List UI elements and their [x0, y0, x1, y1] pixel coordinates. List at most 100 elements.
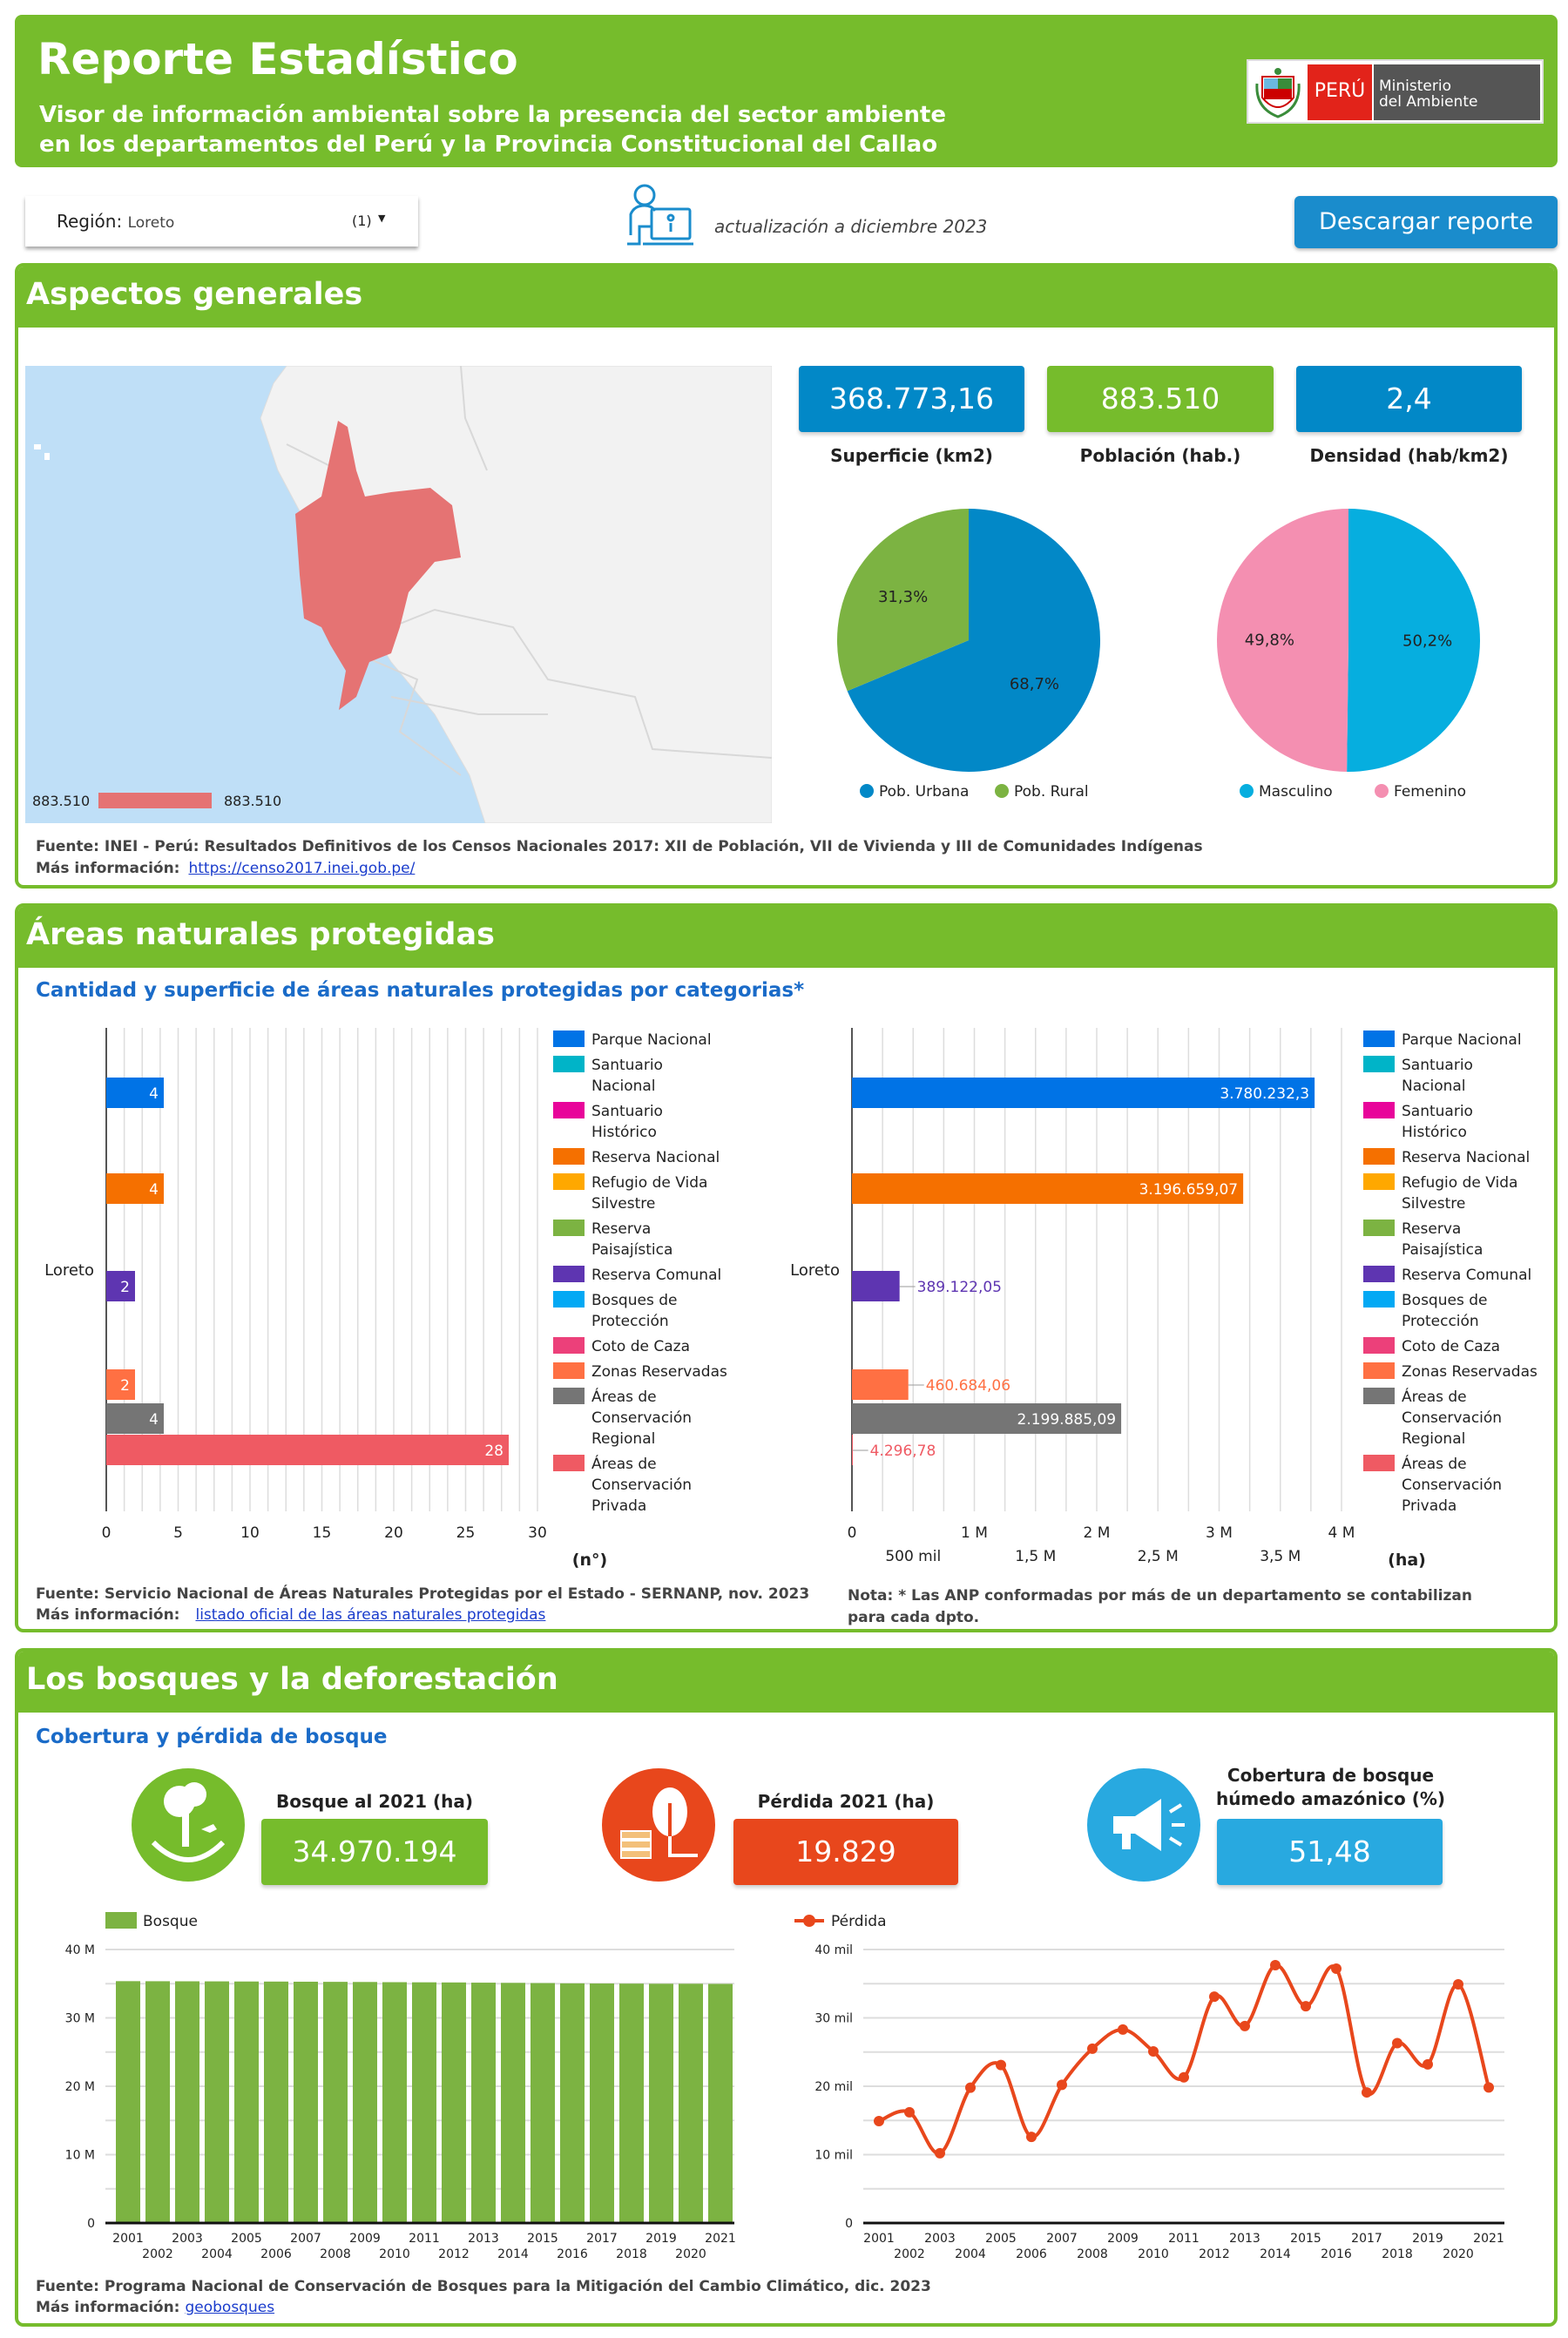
x-tick-label: 2020 — [1443, 2247, 1474, 2261]
data-point — [1270, 1960, 1281, 1971]
legend-swatch — [553, 1148, 585, 1165]
download-report-button[interactable]: Descargar reporte — [1294, 196, 1558, 248]
x-tick-label: 2010 — [379, 2247, 410, 2261]
x-tick-label: 5 — [173, 1524, 183, 1542]
legend-label: Protección — [591, 1313, 669, 1330]
anp-subtitle: Cantidad y superficie de áreas naturales… — [36, 979, 805, 1002]
legend-label: Parque Nacional — [591, 1031, 712, 1049]
bar-value-label: 2.199.885,09 — [1017, 1411, 1117, 1429]
bar — [852, 1173, 1244, 1204]
geobosques-link[interactable]: geobosques — [185, 2299, 275, 2316]
y-tick-label: 30 M — [65, 2012, 95, 2026]
data-point — [996, 2059, 1006, 2071]
x-tick-label: 2012 — [1199, 2247, 1230, 2261]
x-tick-label: 2012 — [438, 2247, 470, 2261]
legend-label: Zonas Reservadas — [591, 1363, 727, 1381]
x-tick-label: 2016 — [557, 2247, 588, 2261]
category-label: Loreto — [790, 1261, 840, 1280]
anp-note: Nota: * Las ANP conformadas por más de u… — [848, 1587, 1472, 1626]
y-tick-label: 40 mil — [814, 1943, 853, 1957]
region-label: Región: — [57, 211, 123, 232]
legend-label: Refugio de Vida — [591, 1174, 707, 1192]
legend-swatch — [553, 1173, 585, 1190]
x-tick-label: 2016 — [1321, 2247, 1352, 2261]
region-map[interactable]: 883.510 883.510 — [25, 366, 772, 823]
bar — [852, 1435, 853, 1465]
legend-label: Histórico — [1402, 1124, 1467, 1141]
bar — [471, 1983, 496, 2223]
kpi-density-value: 2,4 — [1296, 366, 1522, 432]
population-area-pie-chart: 68,7% Pob. Urbana 31,3% Pob. Rural — [837, 509, 1100, 801]
census-link[interactable]: https://censo2017.inei.gob.pe/ — [188, 860, 416, 877]
more-info-label: Más información: — [36, 2299, 180, 2316]
region-value: Loreto — [127, 214, 175, 232]
legend-swatch — [553, 1266, 585, 1282]
legend-label: Paisajística — [1402, 1241, 1483, 1259]
legend-marker — [1240, 784, 1254, 798]
data-point — [904, 2106, 915, 2118]
y-tick-label: 30 mil — [814, 2012, 853, 2026]
forest-kpi-value: 34.970.194 — [261, 1819, 488, 1885]
bar — [323, 1982, 348, 2223]
pie-slice-label: 31,3% — [878, 588, 928, 606]
bar — [412, 1982, 436, 2223]
legend-label: Bosques de — [1402, 1292, 1487, 1309]
bar-value-label: 3.196.659,07 — [1139, 1181, 1239, 1199]
bar-value-label: 3.780.232,3 — [1220, 1085, 1309, 1103]
data-point — [1118, 2024, 1128, 2035]
section-general-title: Aspectos generales — [18, 267, 1554, 328]
y-tick-label: 0 — [87, 2217, 95, 2231]
map-legend-min: 883.510 — [32, 793, 90, 809]
section-forests: Los bosques y la deforestación — [15, 1648, 1558, 2327]
legend-label: Santuario — [1402, 1103, 1473, 1120]
legend-label: Áreas de — [1402, 1454, 1467, 1473]
pie-slice-label: 50,2% — [1402, 632, 1452, 651]
page-subtitle-line2: en los departamentos del Perú y la Provi… — [39, 132, 938, 158]
x-tick-label: 2010 — [1138, 2247, 1169, 2261]
legend-swatch — [1363, 1362, 1395, 1379]
anp-list-link[interactable]: listado oficial de las áreas naturales p… — [195, 1606, 546, 1624]
pie-slice-label: 49,8% — [1245, 631, 1294, 649]
section-forests-title: Los bosques y la deforestación — [18, 1652, 1554, 1713]
x-tick-label: 2008 — [320, 2247, 351, 2261]
bar — [560, 1983, 585, 2223]
pie-slice-label: 68,7% — [1010, 675, 1059, 693]
legend-swatch — [1363, 1148, 1395, 1165]
data-point — [1301, 2001, 1311, 2012]
legend-label: Reserva — [591, 1220, 651, 1238]
legend-label: Conservación — [1402, 1476, 1502, 1494]
section-anp-title: Áreas naturales protegidas — [18, 907, 1554, 968]
report-header: Reporte Estadístico Visor de información… — [15, 15, 1558, 167]
x-tick-label: 2004 — [201, 2247, 233, 2261]
bar-value-label: 389.122,05 — [917, 1279, 1002, 1296]
legend-label: Pérdida — [831, 1913, 887, 1930]
bar-value-label: 2 — [120, 1377, 130, 1395]
megaphone-icon — [1087, 1768, 1200, 1882]
legend-label: Femenino — [1394, 783, 1466, 801]
x-tick-label: 2014 — [497, 2247, 529, 2261]
bar — [852, 1078, 1315, 1108]
general-source: Fuente: INEI - Perú: Resultados Definiti… — [36, 838, 1203, 855]
x-tick-label: 2001 — [112, 2232, 144, 2246]
legend-label: Conservación — [591, 1409, 692, 1427]
region-select[interactable]: Región: Loreto (1) ▼ — [25, 196, 418, 247]
x-tick-label: 2008 — [1077, 2247, 1108, 2261]
legend-swatch — [553, 1220, 585, 1236]
legend-swatch — [553, 1291, 585, 1308]
chevron-down-icon: ▼ — [378, 213, 386, 224]
map-legend-gradient — [98, 793, 212, 808]
logo-country: PERÚ — [1308, 64, 1372, 120]
legend-label: Refugio de Vida — [1402, 1174, 1517, 1192]
y-tick-label: 20 M — [65, 2080, 95, 2094]
anp-source: Fuente: Servicio Nacional de Áreas Natur… — [36, 1585, 810, 1603]
anp-more-info: Más información: listado oficial de las á… — [36, 1606, 545, 1624]
legend-label: Paisajística — [591, 1241, 672, 1259]
legend-label: Privada — [591, 1497, 646, 1515]
x-tick-label: 1,5 M — [1015, 1548, 1056, 1565]
x-tick-label: 10 — [240, 1524, 260, 1542]
bar — [531, 1983, 555, 2223]
bar — [590, 1983, 614, 2223]
x-axis-label: (n°) — [572, 1551, 607, 1570]
legend-label: Parque Nacional — [1402, 1031, 1522, 1049]
x-tick-label: 2018 — [616, 2247, 647, 2261]
